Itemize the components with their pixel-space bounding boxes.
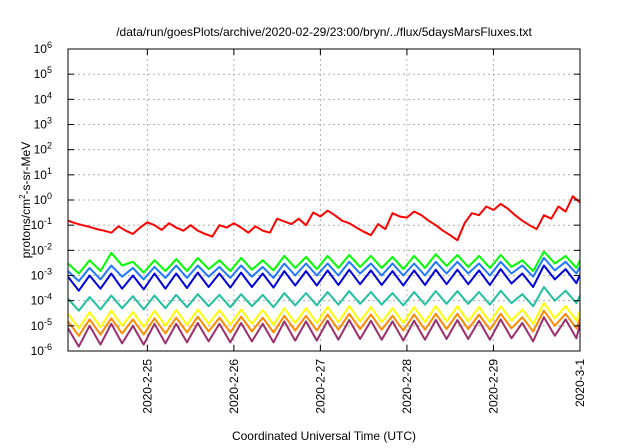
chart-title: /data/run/goesPlots/archive/2020-02-29/2… <box>116 25 532 39</box>
y-tick-exp: -6 <box>44 342 52 352</box>
y-tick-label: 10-4 <box>31 292 52 308</box>
y-axis-label-base: protons/cm <box>19 199 33 258</box>
series-line-7 <box>68 309 580 337</box>
y-tick-base: 10 <box>31 294 45 308</box>
y-tick-exp: 1 <box>47 166 52 176</box>
series-line-8 <box>68 316 580 348</box>
series-line-2 <box>68 250 580 275</box>
y-tick-label: 100 <box>34 191 52 207</box>
y-tick-base: 10 <box>34 193 48 207</box>
series-line-1 <box>68 195 580 242</box>
y-tick-exp: 6 <box>47 40 52 50</box>
y-tick-label: 106 <box>34 40 52 56</box>
y-tick-exp: -2 <box>44 241 52 251</box>
series-line-6 <box>68 302 580 330</box>
y-tick-base: 10 <box>34 92 48 106</box>
y-tick-exp: -1 <box>44 216 52 226</box>
y-axis-label: protons/cm2-s-sr-MeV <box>18 142 33 258</box>
y-tick-label: 104 <box>34 90 52 106</box>
y-tick-label: 101 <box>34 166 52 182</box>
x-tick-label: 2020-2-29 <box>486 359 500 414</box>
y-tick-base: 10 <box>34 67 48 81</box>
y-axis-ticks: 10610510410310210110010-110-210-310-410-… <box>31 40 580 358</box>
y-tick-exp: 5 <box>47 65 52 75</box>
y-tick-exp: -4 <box>44 292 52 302</box>
series-line-4 <box>68 264 580 292</box>
y-tick-exp: 0 <box>47 191 52 201</box>
y-tick-base: 10 <box>31 344 45 358</box>
y-tick-label: 10-2 <box>31 241 52 257</box>
y-tick-exp: -3 <box>44 267 52 277</box>
series-line-5 <box>68 286 580 312</box>
x-tick-label: 2020-3-1 <box>573 359 587 407</box>
y-tick-exp: 3 <box>47 116 52 126</box>
x-axis-label: Coordinated Universal Time (UTC) <box>232 429 416 443</box>
y-tick-label: 10-5 <box>31 317 52 333</box>
y-tick-base: 10 <box>31 218 45 232</box>
x-tick-label: 2020-2-26 <box>227 359 241 414</box>
y-tick-base: 10 <box>31 243 45 257</box>
series-lines <box>68 195 580 348</box>
grid <box>68 49 580 351</box>
y-tick-label: 10-6 <box>31 342 52 358</box>
y-tick-label: 103 <box>34 116 52 132</box>
y-tick-label: 105 <box>34 65 52 81</box>
series-line-3 <box>68 256 580 283</box>
y-tick-base: 10 <box>31 319 45 333</box>
y-tick-base: 10 <box>34 42 48 56</box>
y-tick-base: 10 <box>34 168 48 182</box>
y-axis-label-rest: -s-sr-MeV <box>19 142 33 195</box>
y-tick-base: 10 <box>34 118 48 132</box>
y-tick-base: 10 <box>34 143 48 157</box>
y-tick-label: 10-3 <box>31 267 52 283</box>
y-tick-base: 10 <box>31 269 45 283</box>
y-tick-exp: -5 <box>44 317 52 327</box>
x-tick-label: 2020-2-28 <box>400 359 414 414</box>
y-tick-label: 10-1 <box>31 216 52 232</box>
y-tick-exp: 4 <box>47 90 52 100</box>
x-axis-ticks: 2020-2-25 2020-2-26 2020-2-27 2020-2-28 2020… <box>140 49 587 414</box>
y-tick-label: 102 <box>34 141 52 157</box>
x-tick-label: 2020-2-25 <box>140 359 154 414</box>
y-axis-label-sup: 2 <box>18 194 27 199</box>
y-tick-exp: 2 <box>47 141 52 151</box>
x-tick-label: 2020-2-27 <box>313 359 327 414</box>
